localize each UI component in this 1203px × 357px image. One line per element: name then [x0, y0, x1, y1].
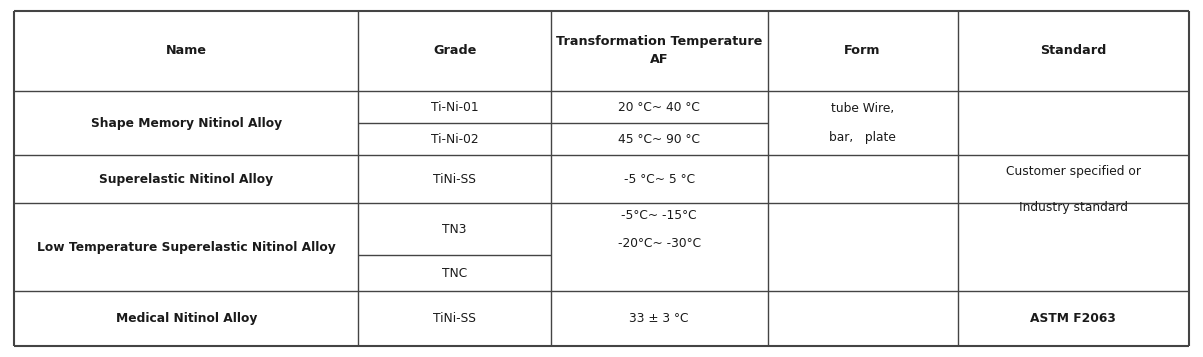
Text: -20°C~ -30°C: -20°C~ -30°C [617, 237, 701, 250]
Text: Superelastic Nitinol Alloy: Superelastic Nitinol Alloy [100, 173, 273, 186]
Text: TiNi-SS: TiNi-SS [433, 173, 476, 186]
Text: tube Wire,: tube Wire, [831, 102, 894, 115]
Text: TNC: TNC [443, 267, 467, 280]
Text: Ti-Ni-01: Ti-Ni-01 [431, 101, 479, 114]
Text: Transformation Temperature
AF: Transformation Temperature AF [556, 35, 763, 66]
Text: TiNi-SS: TiNi-SS [433, 312, 476, 325]
Text: Grade: Grade [433, 44, 476, 57]
Text: Standard: Standard [1039, 44, 1107, 57]
Text: -5°C~ -15°C: -5°C~ -15°C [622, 208, 697, 222]
Text: TN3: TN3 [443, 223, 467, 236]
Text: Low Temperature Superelastic Nitinol Alloy: Low Temperature Superelastic Nitinol All… [37, 241, 336, 254]
Text: ASTM F2063: ASTM F2063 [1030, 312, 1116, 325]
Text: 33 ± 3 °C: 33 ± 3 °C [629, 312, 689, 325]
Text: Ti-Ni-02: Ti-Ni-02 [431, 133, 479, 146]
Text: Industry standard: Industry standard [1019, 201, 1127, 213]
Text: Shape Memory Nitinol Alloy: Shape Memory Nitinol Alloy [91, 117, 282, 130]
Text: 45 °C~ 90 °C: 45 °C~ 90 °C [618, 133, 700, 146]
Text: Form: Form [845, 44, 881, 57]
Text: Medical Nitinol Alloy: Medical Nitinol Alloy [115, 312, 257, 325]
Text: Name: Name [166, 44, 207, 57]
Text: bar,   plate: bar, plate [829, 131, 896, 144]
Text: -5 °C~ 5 °C: -5 °C~ 5 °C [623, 173, 695, 186]
Text: Customer specified or: Customer specified or [1006, 165, 1140, 178]
Text: 20 °C~ 40 °C: 20 °C~ 40 °C [618, 101, 700, 114]
